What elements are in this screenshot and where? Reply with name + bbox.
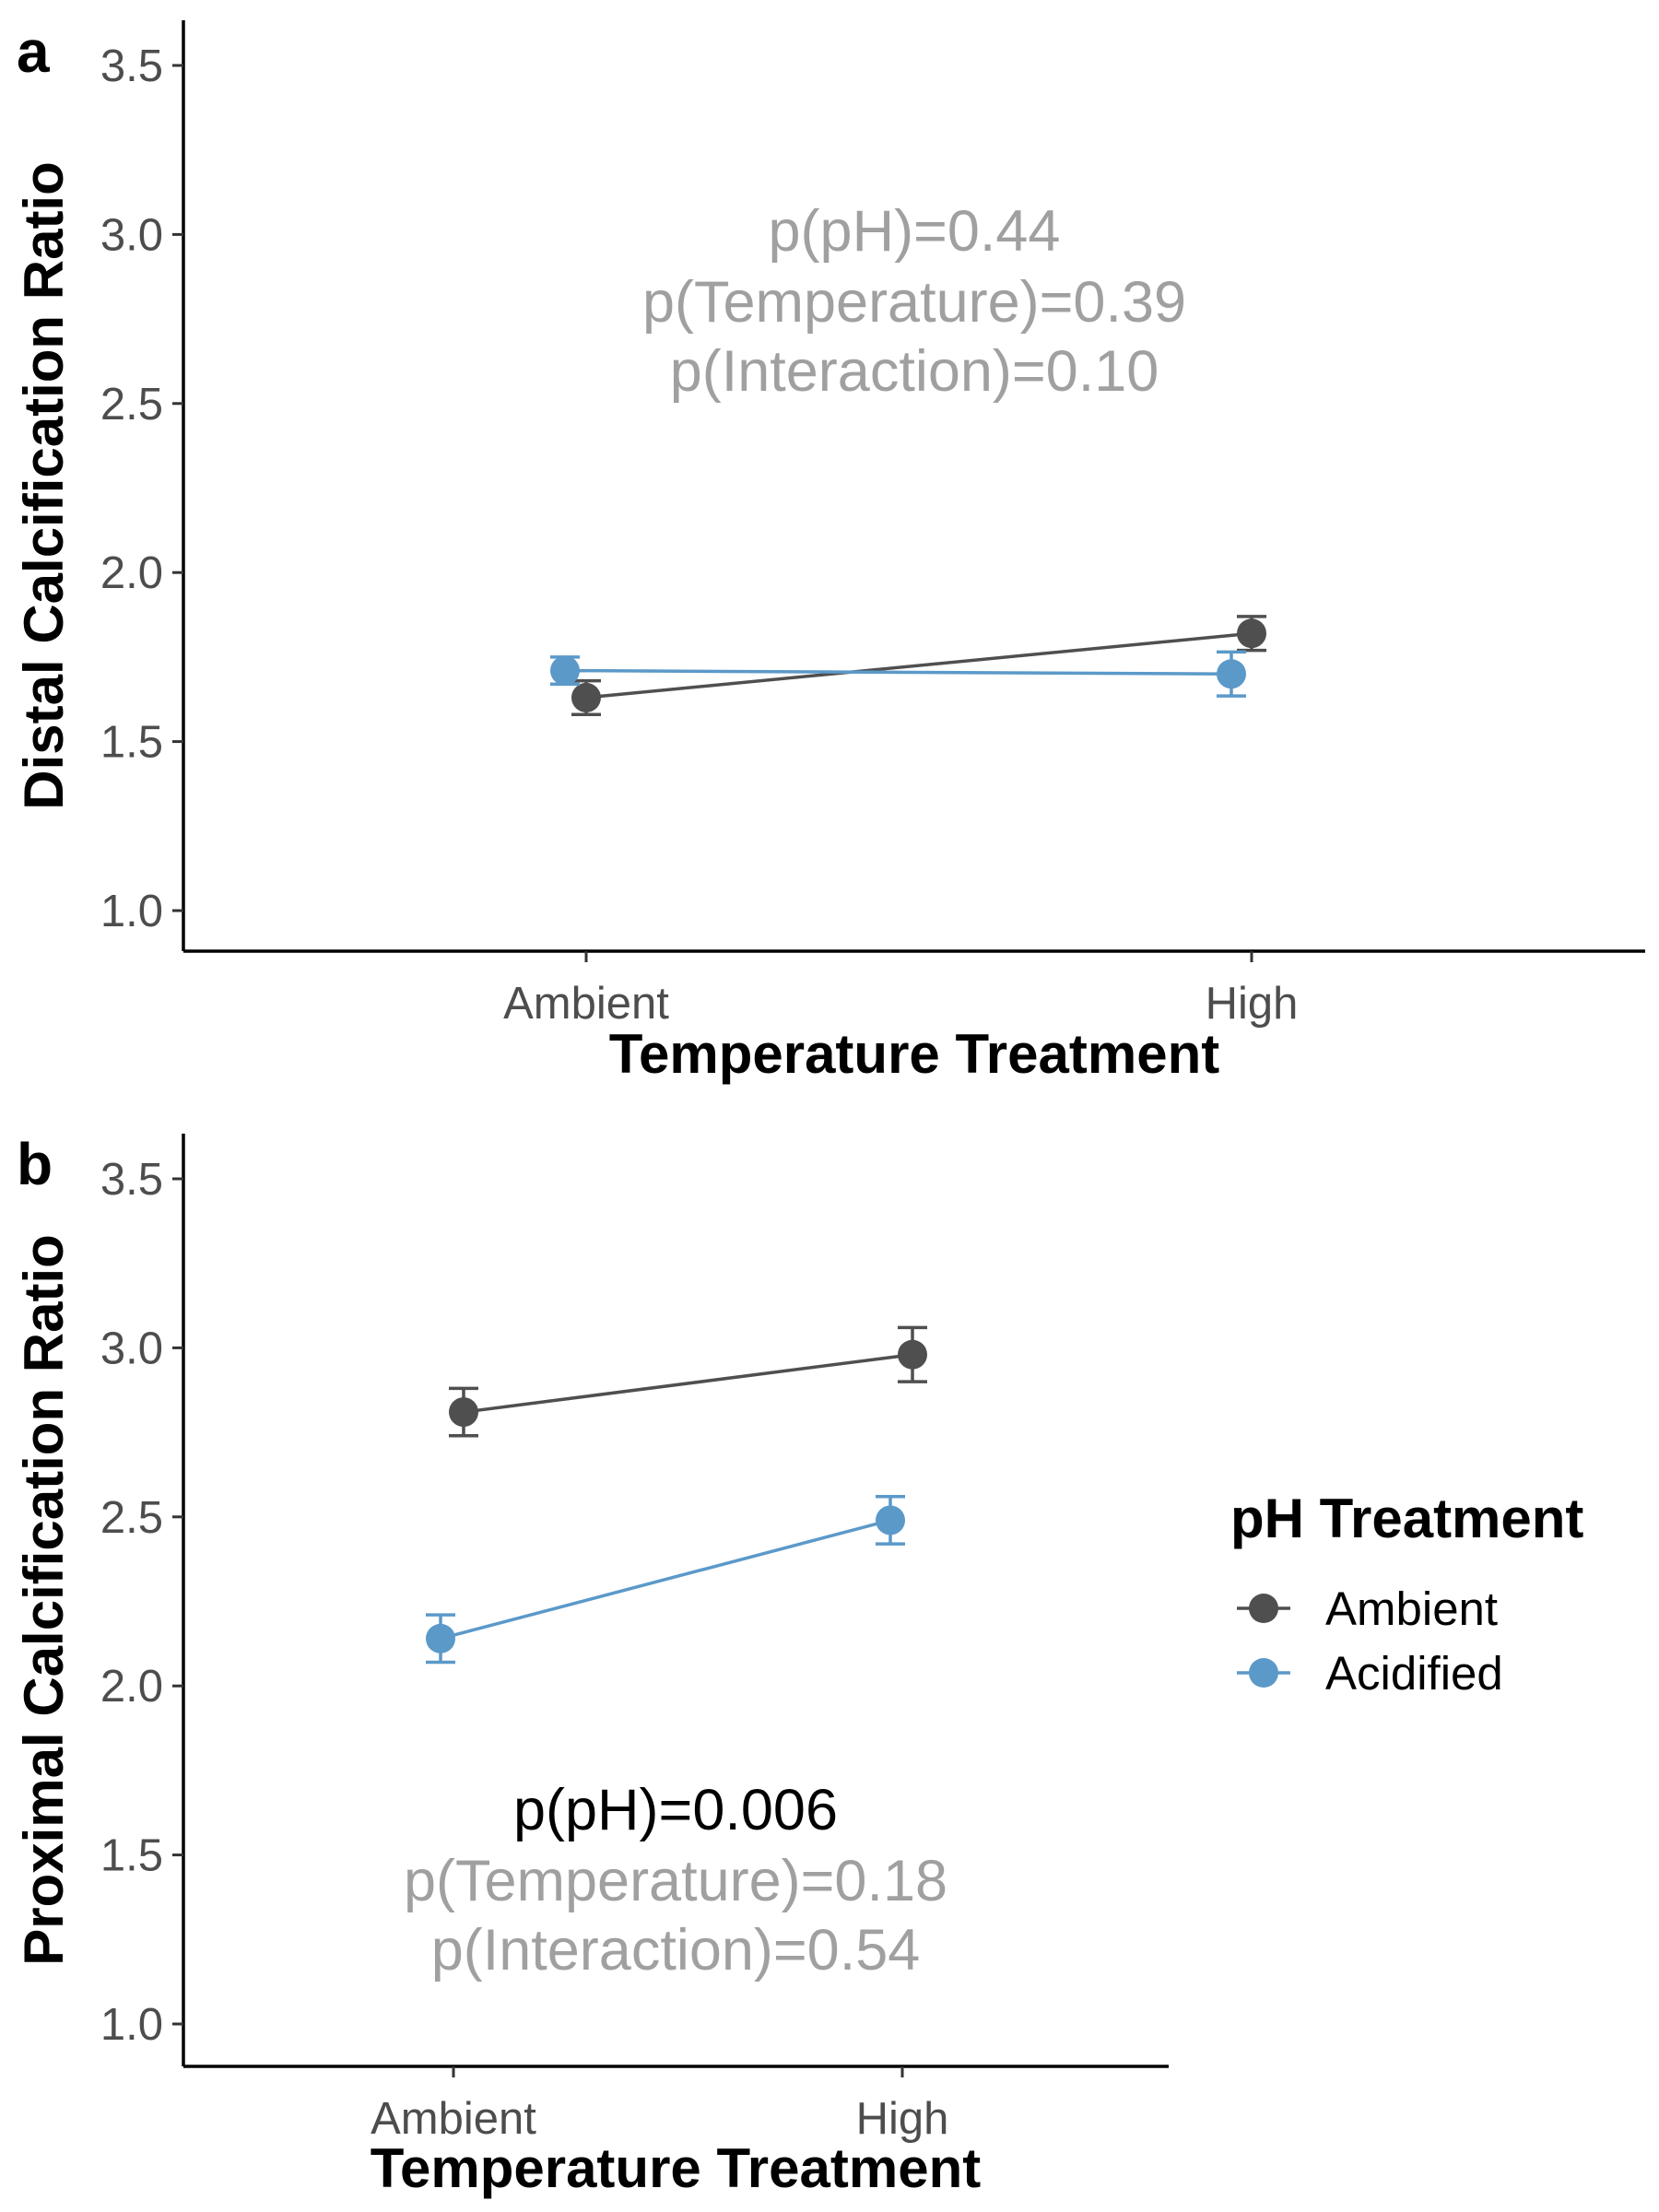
panel-b: 1.0 1.5 2.0 2.5 3.0 3.5 Ambient HighTemperature… xyxy=(13,1131,1169,2199)
y-tick-label: 1.0 xyxy=(100,887,163,936)
panel-label: a xyxy=(17,18,50,85)
y-tick-label: 1.5 xyxy=(100,1831,163,1881)
x-tick-label: Ambient xyxy=(371,2094,536,2144)
series-line xyxy=(440,1518,891,1641)
y-axis-title: Distal Calcification Ratio xyxy=(13,161,75,809)
data-point xyxy=(550,655,580,686)
data-point xyxy=(898,1339,927,1370)
series-ambient xyxy=(571,615,1266,717)
data-point xyxy=(1237,618,1266,649)
legend-key-point xyxy=(1249,1658,1278,1688)
data-point xyxy=(449,1397,478,1428)
y-tick-label: 2.5 xyxy=(100,1493,163,1543)
series-ambient xyxy=(449,1325,927,1438)
x-tick-label: Ambient xyxy=(503,979,669,1029)
p-value-annotation: p(Interaction)=0.10 xyxy=(670,339,1159,404)
legend-label: Ambient xyxy=(1325,1583,1498,1635)
panel-label: b xyxy=(17,1131,53,1197)
y-tick-label: 3.0 xyxy=(100,1324,163,1373)
y-tick-label: 3.5 xyxy=(100,41,163,91)
legend-item-ambient: Ambient xyxy=(1237,1583,1498,1635)
legend: pH Treatment Ambient Acidified xyxy=(1230,1488,1583,1700)
series-line xyxy=(463,1353,913,1414)
p-value-annotation: p(pH)=0.006 xyxy=(513,1778,838,1842)
x-axis-title: Temperature Treatment xyxy=(371,2137,981,2199)
p-value-annotation: p(pH)=0.44 xyxy=(769,199,1061,264)
p-value-annotation: p(Temperature)=0.39 xyxy=(642,270,1186,335)
y-tick-label: 2.0 xyxy=(100,548,163,598)
y-tick-label: 2.5 xyxy=(100,380,163,429)
panel-a: 1.0 1.5 2.0 2.5 3.0 3.5 Ambient HighTemperature… xyxy=(13,18,1645,1085)
y-tick-label: 3.0 xyxy=(100,210,163,260)
y-tick-label: 3.5 xyxy=(100,1155,163,1205)
x-tick-label: High xyxy=(856,2094,949,2144)
series-acidified xyxy=(426,1495,905,1665)
legend-key-point xyxy=(1249,1594,1278,1623)
legend-title: pH Treatment xyxy=(1230,1488,1583,1549)
series-line xyxy=(564,668,1232,676)
data-point xyxy=(876,1505,905,1535)
data-point xyxy=(426,1623,455,1653)
y-tick-label: 2.0 xyxy=(100,1662,163,1712)
legend-label: Acidified xyxy=(1325,1647,1503,1700)
p-value-annotation: p(Interaction)=0.54 xyxy=(431,1918,921,1983)
legend-item-acidified: Acidified xyxy=(1237,1647,1503,1700)
data-point xyxy=(571,682,601,712)
series-acidified xyxy=(550,650,1246,698)
data-point xyxy=(1217,659,1246,689)
p-value-annotation: p(Temperature)=0.18 xyxy=(404,1849,947,1913)
y-tick-label: 1.0 xyxy=(100,2000,163,2050)
y-tick-label: 1.5 xyxy=(100,718,163,768)
series-line xyxy=(585,631,1253,700)
x-axis-title: Temperature Treatment xyxy=(609,1023,1219,1085)
x-tick-label: High xyxy=(1206,979,1299,1029)
y-axis-title: Proximal Calcification Ratio xyxy=(13,1234,75,1966)
